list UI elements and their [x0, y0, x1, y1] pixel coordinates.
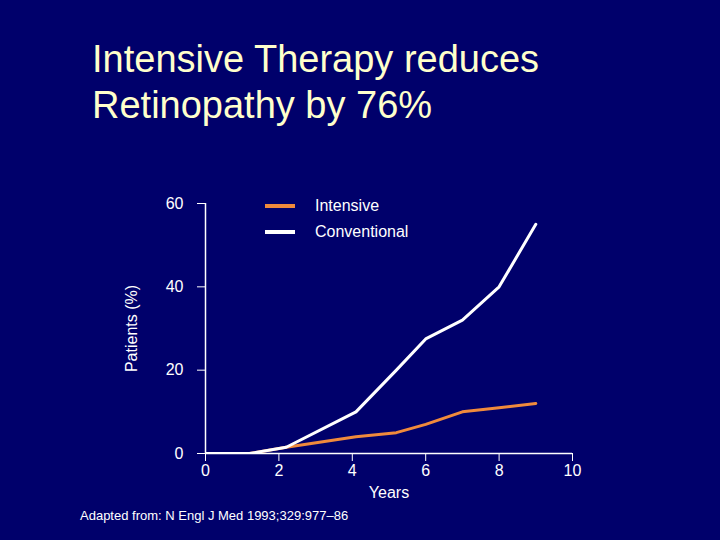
html-text:Intensive Therapy reduces Reti: Intensive Therapy reduces Retinopathy by… [92, 38, 540, 126]
svg-text:Patients (%): Patients (%) [123, 285, 140, 372]
html-text:Conventional: Conventional [315, 223, 409, 240]
svg-text:Years: Years [369, 484, 409, 501]
svg-text:20: 20 [166, 361, 184, 378]
svg-text:40: 40 [166, 278, 184, 295]
svg-text:0: 0 [201, 462, 210, 479]
svg-text:8: 8 [495, 462, 504, 479]
svg-text:2: 2 [274, 462, 283, 479]
html-text:Intensive: Intensive [315, 197, 379, 214]
html-text:Adapted from: N Engl J Med 199: Adapted from: N Engl J Med 1993;329:977–… [80, 508, 349, 523]
svg-text:10: 10 [564, 462, 582, 479]
svg-text:4: 4 [348, 462, 357, 479]
svg-text:6: 6 [421, 462, 430, 479]
svg-text:0: 0 [175, 445, 184, 462]
svg-text:60: 60 [166, 195, 184, 212]
